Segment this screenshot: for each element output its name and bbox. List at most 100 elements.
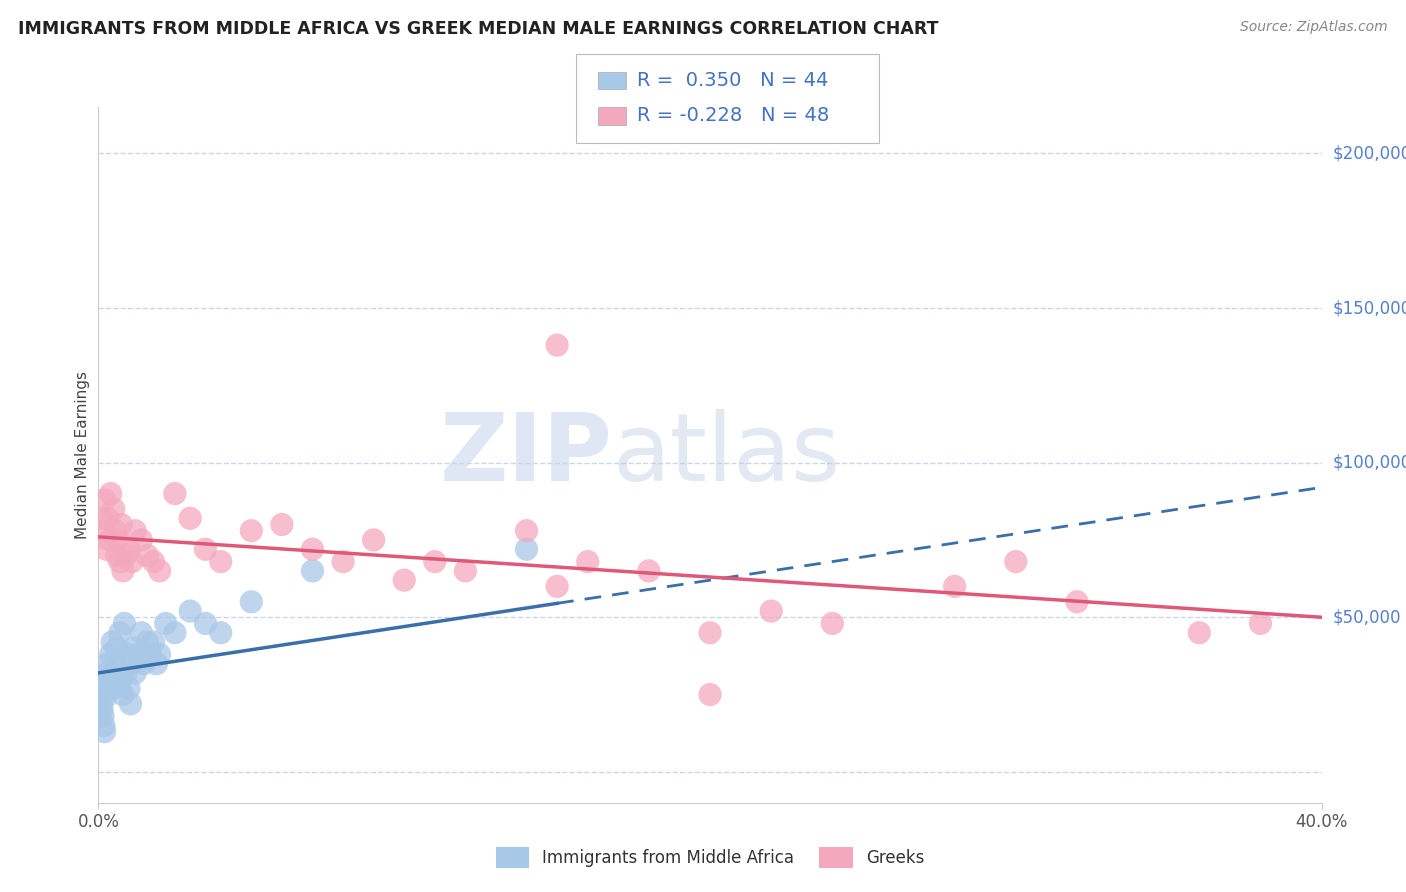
Point (120, 697, 142, 711)
Text: $150,000: $150,000 (1333, 299, 1406, 317)
Point (110, 517, 132, 532)
Point (93, 724, 115, 739)
Point (107, 678, 129, 692)
Point (90, 688, 112, 702)
Text: $50,000: $50,000 (1333, 608, 1402, 626)
Text: $200,000: $200,000 (1333, 145, 1406, 162)
Point (111, 688, 134, 702)
Point (96, 665, 118, 680)
Point (363, 533, 385, 547)
Point (121, 555, 143, 569)
Point (1004, 555, 1026, 569)
Point (179, 604, 201, 618)
Point (149, 648, 172, 662)
Point (392, 573, 416, 587)
Text: $100,000: $100,000 (1333, 454, 1406, 472)
Point (129, 533, 152, 547)
Point (301, 542, 323, 557)
Point (134, 657, 156, 671)
Point (1066, 595, 1088, 609)
Point (124, 665, 146, 680)
Point (943, 579, 966, 593)
Point (108, 625, 131, 640)
Point (546, 338, 568, 352)
Point (93, 718, 115, 732)
Text: atlas: atlas (612, 409, 841, 501)
Point (136, 549, 159, 563)
Point (637, 564, 661, 578)
Point (91, 709, 114, 723)
Point (136, 635, 159, 649)
Point (761, 604, 783, 618)
Point (240, 595, 263, 609)
Point (1250, 616, 1272, 631)
Point (105, 549, 128, 563)
Point (163, 625, 186, 640)
Text: Source: ZipAtlas.com: Source: ZipAtlas.com (1240, 20, 1388, 34)
Point (111, 564, 134, 578)
Point (110, 672, 132, 686)
Point (516, 542, 538, 557)
Point (699, 625, 721, 640)
Point (149, 564, 172, 578)
Point (1188, 625, 1211, 640)
Point (104, 524, 127, 538)
Point (454, 564, 477, 578)
Point (163, 486, 186, 500)
Point (127, 648, 149, 662)
Point (240, 524, 263, 538)
Point (129, 625, 152, 640)
Point (94, 690, 117, 705)
Point (91, 703, 114, 717)
Point (118, 681, 141, 696)
Point (90, 697, 112, 711)
Point (301, 564, 323, 578)
Point (94, 542, 117, 557)
Point (105, 641, 128, 656)
Point (97, 657, 120, 671)
Point (115, 549, 138, 563)
Point (139, 648, 162, 662)
Point (94, 678, 117, 692)
Text: IMMIGRANTS FROM MIDDLE AFRICA VS GREEK MEDIAN MALE EARNINGS CORRELATION CHART: IMMIGRANTS FROM MIDDLE AFRICA VS GREEK M… (18, 20, 939, 37)
Point (209, 555, 232, 569)
Point (100, 648, 122, 662)
Point (821, 616, 844, 631)
Point (91, 524, 114, 538)
Point (107, 533, 129, 547)
Point (103, 681, 125, 696)
Point (98, 533, 121, 547)
Text: R = -0.228   N = 48: R = -0.228 N = 48 (637, 106, 830, 125)
Point (98, 672, 121, 686)
Point (576, 555, 599, 569)
Point (270, 517, 294, 532)
Text: R =  0.350   N = 44: R = 0.350 N = 44 (637, 71, 828, 90)
Point (117, 648, 139, 662)
Point (121, 657, 143, 671)
Point (100, 486, 122, 500)
Legend: Immigrants from Middle Africa, Greeks: Immigrants from Middle Africa, Greeks (489, 841, 931, 874)
Y-axis label: Median Male Earnings: Median Male Earnings (75, 371, 90, 539)
Point (194, 542, 217, 557)
Point (93, 492, 115, 507)
Point (699, 688, 721, 702)
Point (101, 635, 124, 649)
Point (104, 657, 127, 671)
Point (142, 635, 165, 649)
Point (115, 665, 138, 680)
Text: ZIP: ZIP (439, 409, 612, 501)
Point (142, 555, 165, 569)
Point (516, 524, 538, 538)
Point (122, 641, 145, 656)
Point (97, 511, 120, 525)
Point (194, 616, 217, 631)
Point (108, 555, 131, 569)
Point (145, 657, 167, 671)
Point (118, 542, 141, 557)
Point (209, 625, 232, 640)
Point (112, 616, 135, 631)
Point (332, 555, 354, 569)
Point (423, 555, 446, 569)
Point (90, 511, 112, 525)
Point (155, 616, 177, 631)
